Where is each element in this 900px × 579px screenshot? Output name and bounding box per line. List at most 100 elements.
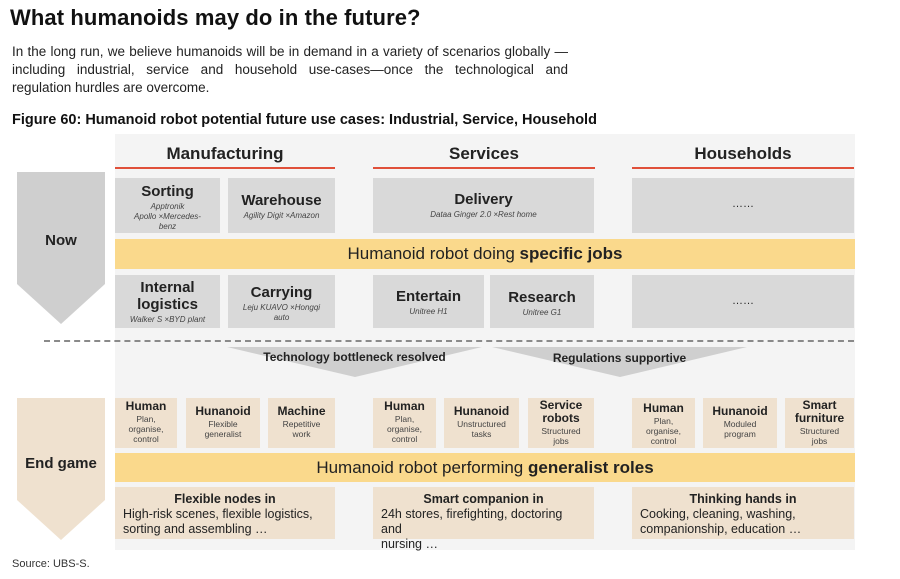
eg-bottom-households-line2: companionship, education … bbox=[640, 522, 802, 536]
eg-mfg-human-sub2: control bbox=[133, 434, 159, 444]
card-internal-logistics: Internal logistics Walker S ×BYD plant bbox=[115, 275, 220, 328]
card-research: Research Unitree G1 bbox=[490, 275, 594, 328]
band-specific-jobs-bold: specific jobs bbox=[519, 244, 623, 263]
chevron-regulations bbox=[492, 347, 747, 377]
eg-hh-smart-furniture-sub0: Structured bbox=[799, 426, 840, 436]
card-research-sub1: Unitree G1 bbox=[522, 308, 562, 317]
card-carrying-sub1: Leju KUAVO ×Hongqi bbox=[242, 303, 321, 312]
page-title: What humanoids may do in the future? bbox=[10, 5, 421, 30]
eg-svc-service-robots-sub1: jobs bbox=[553, 436, 569, 446]
eg-mfg-human: Human Plan, organise, control bbox=[115, 398, 177, 448]
card-internal-logistics-title1: Internal bbox=[140, 279, 195, 296]
eg-hh-humanoid-sub1: program bbox=[724, 429, 756, 439]
band-specific-jobs: Humanoid robot doing specific jobs bbox=[115, 239, 855, 269]
eg-bottom-households-line1: Cooking, cleaning, washing, bbox=[640, 507, 796, 521]
section-header-manufacturing: Manufacturing bbox=[115, 143, 335, 169]
source-note: Source: UBS-S. bbox=[12, 558, 90, 570]
eg-mfg-human-sub1: organise, bbox=[128, 424, 164, 434]
eg-bottom-services-title: Smart companion in bbox=[423, 492, 544, 506]
card-sorting-sub3: benz bbox=[158, 222, 177, 231]
card-households-bottom: …… bbox=[632, 275, 854, 328]
eg-bottom-manufacturing-title: Flexible nodes in bbox=[174, 492, 276, 506]
eg-hh-humanoid-sub0: Moduled bbox=[723, 419, 757, 429]
now-label: Now bbox=[45, 232, 77, 249]
eg-svc-service-robots-title2: robots bbox=[542, 411, 580, 425]
eg-mfg-machine-sub1: work bbox=[292, 429, 311, 439]
chevron-technology bbox=[227, 347, 482, 377]
eg-svc-humanoid-sub0: Unstructured bbox=[457, 419, 506, 429]
eg-hh-smart-furniture-sub1: jobs bbox=[811, 436, 828, 446]
eg-bottom-manufacturing-line1: High-risk scenes, flexible logistics, bbox=[123, 507, 313, 521]
eg-svc-service-robots: Service robots Structured jobs bbox=[528, 398, 594, 448]
band-generalist-roles-prefix: Humanoid robot performing bbox=[316, 458, 528, 477]
eg-hh-human-sub2: control bbox=[650, 436, 677, 446]
card-sorting-sub1: Apptronik bbox=[150, 202, 185, 211]
eg-hh-human-sub1: organise, bbox=[646, 426, 681, 436]
band-specific-jobs-prefix: Humanoid robot doing bbox=[347, 244, 520, 263]
card-entertain: Entertain Unitree H1 bbox=[373, 275, 484, 328]
band-generalist-roles: Humanoid robot performing generalist rol… bbox=[115, 453, 855, 482]
card-delivery-title: Delivery bbox=[454, 191, 513, 208]
card-delivery-sub1: Dataa Ginger 2.0 ×Rest home bbox=[430, 210, 537, 219]
eg-svc-human-sub1: organise, bbox=[387, 424, 422, 434]
eg-svc-human-sub0: Plan, bbox=[394, 414, 415, 424]
eg-mfg-humanoid-sub0: Flexible bbox=[208, 419, 238, 429]
card-warehouse-sub1: Agility Digit ×Amazon bbox=[243, 211, 320, 220]
figure-caption: Figure 60: Humanoid robot potential futu… bbox=[12, 112, 597, 128]
eg-mfg-human-sub0: Plan, bbox=[136, 414, 156, 424]
end-game-label: End game bbox=[25, 455, 97, 472]
eg-hh-human-title: Human bbox=[643, 401, 684, 415]
eg-hh-human-sub0: Plan, bbox=[653, 416, 674, 426]
eg-svc-human-title: Human bbox=[384, 399, 425, 413]
card-carrying: Carrying Leju KUAVO ×Hongqi auto bbox=[228, 275, 335, 328]
eg-svc-human: Human Plan, organise, control bbox=[373, 398, 436, 448]
eg-bottom-manufacturing: Flexible nodes in High-risk scenes, flex… bbox=[115, 487, 335, 539]
eg-svc-humanoid: Hunanoid Unstructured tasks bbox=[444, 398, 519, 448]
eg-svc-service-robots-title: Service bbox=[539, 398, 583, 412]
card-entertain-sub1: Unitree H1 bbox=[409, 307, 448, 316]
eg-hh-human: Human Plan, organise, control bbox=[632, 398, 695, 448]
card-internal-logistics-sub1: Walker S ×BYD plant bbox=[129, 315, 206, 324]
card-internal-logistics-title2: logistics bbox=[137, 296, 198, 313]
label-technology-bottleneck: Technology bottleneck resolved bbox=[263, 350, 446, 364]
card-carrying-sub2: auto bbox=[273, 313, 290, 322]
eg-bottom-households: Thinking hands in Cooking, cleaning, was… bbox=[632, 487, 854, 539]
card-warehouse: Warehouse Agility Digit ×Amazon bbox=[228, 178, 335, 233]
card-households-top: …… bbox=[632, 178, 854, 233]
intro-paragraph: In the long run, we believe humanoids wi… bbox=[12, 44, 568, 95]
eg-svc-service-robots-sub0: Structured bbox=[541, 426, 581, 436]
dashed-separator bbox=[44, 340, 854, 342]
eg-bottom-services-line1: 24h stores, firefighting, doctoring and bbox=[381, 507, 563, 536]
eg-bottom-services-line2: nursing … bbox=[381, 537, 438, 551]
section-header-households: Households bbox=[632, 143, 854, 169]
eg-svc-human-sub2: control bbox=[391, 434, 418, 444]
card-households-bottom-ellipsis: …… bbox=[732, 295, 754, 307]
eg-bottom-services: Smart companion in 24h stores, firefight… bbox=[373, 487, 594, 551]
eg-svc-humanoid-sub1: tasks bbox=[471, 429, 492, 439]
eg-bottom-manufacturing-line2: sorting and assembling … bbox=[123, 522, 268, 536]
eg-mfg-humanoid-title: Hunanoid bbox=[195, 404, 251, 418]
end-game-arrow-shape bbox=[17, 398, 105, 540]
card-households-top-ellipsis: …… bbox=[732, 198, 754, 210]
eg-hh-humanoid: Hunanoid Moduled program bbox=[703, 398, 777, 448]
eg-mfg-machine: Machine Repetitive work bbox=[268, 398, 335, 448]
eg-hh-humanoid-title: Hunanoid bbox=[712, 404, 768, 418]
now-arrow-shape bbox=[17, 172, 105, 324]
card-sorting-title: Sorting bbox=[141, 183, 194, 200]
card-sorting-sub2: Apollo ×Mercedes- bbox=[134, 212, 201, 221]
eg-mfg-humanoid: Hunanoid Flexible generalist bbox=[186, 398, 260, 448]
label-regulations-supportive: Regulations supportive bbox=[552, 351, 687, 365]
band-generalist-roles-bold: generalist roles bbox=[528, 458, 654, 477]
card-sorting: Sorting Apptronik Apollo ×Mercedes- benz bbox=[115, 178, 220, 233]
eg-hh-smart-furniture-title2: furniture bbox=[794, 411, 845, 425]
eg-bottom-households-title: Thinking hands in bbox=[689, 492, 797, 506]
card-warehouse-title: Warehouse bbox=[241, 192, 322, 209]
card-research-title: Research bbox=[508, 289, 576, 306]
card-carrying-title: Carrying bbox=[250, 284, 313, 301]
eg-mfg-machine-title: Machine bbox=[277, 404, 326, 418]
section-header-services: Services bbox=[373, 143, 595, 169]
eg-svc-humanoid-title: Hunanoid bbox=[453, 404, 510, 418]
eg-hh-smart-furniture: Smart furniture Structured jobs bbox=[785, 398, 854, 448]
eg-mfg-machine-sub0: Repetitive bbox=[282, 419, 321, 429]
card-delivery: Delivery Dataa Ginger 2.0 ×Rest home bbox=[373, 178, 594, 233]
